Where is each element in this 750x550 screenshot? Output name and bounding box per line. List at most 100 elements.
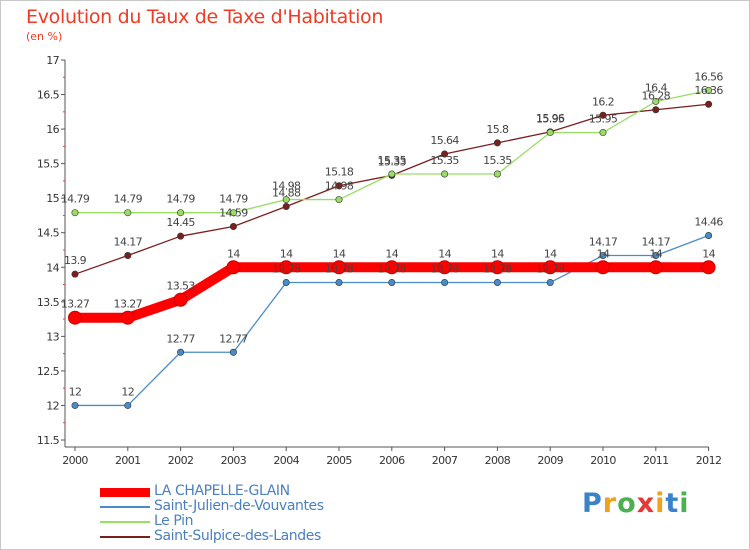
- x-tick-label: 2007: [432, 454, 458, 467]
- data-label: 14.46: [694, 215, 723, 228]
- legend-label: Saint-Sulpice-des-Landes: [154, 528, 321, 544]
- data-label: 14: [649, 247, 662, 260]
- data-point: [177, 232, 185, 240]
- data-label: 14.88: [272, 186, 301, 199]
- data-point: [599, 129, 607, 137]
- data-point: [282, 196, 290, 204]
- data-point: [229, 348, 237, 356]
- data-point: [546, 278, 554, 286]
- data-label: 15.33: [378, 155, 407, 168]
- x-tick-label: 2005: [326, 454, 352, 467]
- data-label: 15.35: [430, 154, 459, 167]
- data-label: 13.78: [430, 262, 459, 275]
- data-point: [68, 310, 82, 325]
- data-point: [599, 111, 607, 119]
- y-tick-label: 13: [46, 330, 59, 343]
- data-point: [705, 231, 713, 239]
- data-label: 15.35: [378, 154, 407, 167]
- proxiti-logo: Proxiti: [582, 488, 690, 519]
- data-point: [599, 252, 607, 260]
- legend-swatch: [100, 506, 150, 508]
- data-label: 14.79: [61, 193, 90, 206]
- legend-swatch: [100, 536, 150, 538]
- y-tick-label: 12.5: [37, 365, 60, 378]
- y-tick-label: 16: [46, 123, 59, 136]
- data-point: [543, 260, 558, 275]
- data-label: 15.95: [536, 113, 565, 126]
- data-label: 14: [227, 247, 240, 260]
- data-label: 13.27: [61, 298, 90, 311]
- data-label: 13.78: [325, 262, 354, 275]
- data-label: 14: [280, 247, 293, 260]
- data-label: 14.45: [166, 216, 195, 229]
- data-point: [384, 260, 399, 275]
- x-tick-label: 2004: [273, 454, 299, 467]
- data-point: [226, 260, 241, 275]
- data-point: [388, 170, 396, 178]
- data-point: [546, 129, 554, 137]
- data-label: 14.79: [166, 193, 195, 206]
- data-label: 13.78: [483, 262, 512, 275]
- y-tick-label: 14.5: [37, 227, 60, 240]
- y-tick-label: 15.5: [37, 158, 60, 171]
- data-label: 16.56: [694, 70, 723, 83]
- data-label: 12: [121, 385, 134, 398]
- x-tick-label: 2012: [696, 454, 722, 467]
- data-label: 14: [544, 247, 557, 260]
- data-label: 13.78: [272, 262, 301, 275]
- y-tick-label: 15: [46, 192, 59, 205]
- data-label: 12.77: [166, 332, 195, 345]
- data-label: 13.78: [378, 262, 407, 275]
- y-tick-label: 16.5: [37, 89, 60, 102]
- data-label: 14: [491, 247, 504, 260]
- logo-letter: t: [665, 488, 680, 519]
- data-point: [335, 182, 343, 190]
- data-label: 16.28: [642, 90, 671, 103]
- chart-title: Evolution du Taux de Taxe d'Habitation: [26, 6, 384, 28]
- x-tick-label: 2000: [62, 454, 88, 467]
- data-label: 15.64: [430, 134, 459, 147]
- data-point: [71, 401, 79, 409]
- y-tick-label: 11.5: [37, 434, 60, 447]
- data-label: 14: [438, 247, 451, 260]
- data-label: 14: [597, 247, 610, 260]
- data-label: 13.78: [536, 262, 565, 275]
- data-point: [177, 209, 185, 217]
- data-point: [388, 278, 396, 286]
- logo-letter: i: [655, 488, 666, 519]
- data-label: 13.53: [166, 280, 195, 293]
- logo-letter: o: [617, 488, 637, 519]
- data-label: 13.9: [64, 254, 87, 267]
- data-label: 14: [333, 247, 346, 260]
- logo-letter: i: [679, 488, 690, 519]
- data-label: 13.27: [114, 298, 143, 311]
- x-tick-label: 2009: [537, 454, 563, 467]
- legend-label: LA CHAPELLE-GLAIN: [154, 483, 290, 499]
- y-tick-label: 13.5: [37, 296, 60, 309]
- data-label: 14.98: [272, 180, 301, 193]
- x-tick-label: 2003: [221, 454, 247, 467]
- data-point: [441, 170, 449, 178]
- data-point: [71, 270, 79, 278]
- data-point: [229, 223, 237, 231]
- data-point: [493, 170, 501, 178]
- data-label: 15.18: [325, 166, 354, 179]
- legend-swatch: [100, 521, 150, 523]
- x-tick-label: 2001: [115, 454, 141, 467]
- data-label: 14.17: [589, 236, 618, 249]
- data-label: 14.17: [642, 236, 671, 249]
- x-tick-label: 2010: [590, 454, 616, 467]
- x-tick-label: 2008: [485, 454, 511, 467]
- data-point: [335, 196, 343, 204]
- data-label: 14.17: [114, 236, 143, 249]
- data-point: [120, 310, 135, 325]
- x-tick-label: 2006: [379, 454, 405, 467]
- x-tick-label: 2011: [643, 454, 669, 467]
- data-point: [229, 209, 237, 217]
- data-point: [441, 278, 449, 286]
- y-axis-unit-label: (en %): [26, 30, 63, 43]
- chart-series-lines: [68, 86, 716, 409]
- data-label: 14: [385, 247, 398, 260]
- data-point: [648, 260, 663, 275]
- data-label: 16.4: [645, 81, 668, 94]
